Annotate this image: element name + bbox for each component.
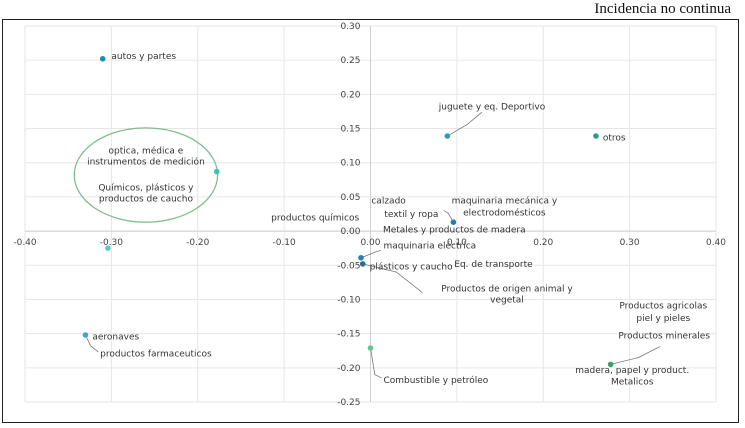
data-point-juguete: [444, 133, 451, 139]
leader-line-juguete: [447, 111, 483, 137]
leader-line-maq-elec: [360, 249, 381, 259]
y-tick-label: 0.05: [340, 193, 360, 203]
x-tick-label: 0.40: [706, 238, 726, 248]
x-tick-label: -0.40: [13, 238, 37, 248]
leader-line-farmaceuticos: [85, 334, 99, 353]
point-label-agricolas-1: Productos agricolas: [619, 302, 707, 312]
point-label-eq-transporte: Eq. de transporte: [454, 260, 533, 270]
leader-line-plasticos: [362, 263, 423, 293]
data-point-metales-calzado: [450, 219, 457, 226]
data-point-plasticos-caucho: [359, 261, 366, 267]
data-point-quimicos-optica: [213, 168, 220, 175]
x-tick-label: -0.20: [186, 238, 210, 248]
point-label-maq-mec-1: maquinaria mecánica y: [452, 196, 558, 206]
data-point-combustible: [367, 345, 374, 351]
point-label-agricolas-2: piel y pieles: [636, 314, 690, 324]
point-label-metales: Metales y productos de madera: [383, 226, 526, 236]
x-tick-label: -0.10: [272, 238, 296, 248]
y-tick-label: -0.25: [337, 398, 360, 408]
x-tick-label: 0.20: [533, 238, 553, 248]
point-label-plasticos: plásticos y caucho: [370, 263, 453, 273]
point-label-quimicos-2: productos de caucho: [99, 194, 194, 204]
leader-line-combustible: [370, 347, 382, 379]
data-points: [82, 56, 614, 368]
point-label-quimicos-1: Químicos, plásticos y: [98, 183, 194, 193]
y-tick-label: -0.05: [337, 261, 360, 271]
point-label-maq-mec-2: electrodomésticos: [463, 208, 546, 219]
point-label-prod-animal-2: vegetal: [490, 295, 524, 305]
x-tick-label: 0.10: [447, 238, 467, 248]
point-label-aeronaves: aeronaves: [92, 332, 139, 342]
y-tick-label: 0.25: [340, 56, 360, 66]
data-point-maquinaria-electrica: [358, 254, 364, 261]
point-label-farmaceuticos: productos farmaceuticos: [100, 349, 212, 359]
tick-labels: -0.40 -0.30 -0.20 -0.10 0.00 0.10 0.20 0.30 0.40…: [13, 22, 726, 408]
point-label-autos: autos y partes: [111, 52, 176, 62]
y-tick-label: -0.20: [337, 364, 361, 374]
point-label-combustible: Combustible y petróleo: [383, 375, 488, 386]
point-label-optica-1: optica, médica e: [109, 145, 184, 156]
highlight-ellipse-layer: [73, 127, 219, 223]
y-tick-label: 0.00: [340, 227, 360, 237]
point-label-juguete: juguete y eq. Deportivo: [438, 103, 546, 113]
point-label-calzado: calzado: [371, 196, 406, 206]
x-tick-label: 0.00: [360, 238, 380, 248]
point-label-madera-1: madera, papel y product.: [575, 366, 689, 376]
point-label-otros: otros: [603, 133, 626, 143]
point-label-minerales: Productos minerales: [618, 332, 710, 342]
data-point-otros: [593, 133, 599, 139]
x-tick-label: -0.30: [100, 238, 124, 248]
y-tick-label: 0.30: [340, 22, 360, 32]
y-tick-label: -0.15: [337, 330, 360, 340]
point-label-prod-animal-1: Productos de origen animal y: [441, 285, 573, 295]
data-point-autos-y-partes: [99, 56, 106, 62]
leader-line-minerales: [610, 346, 661, 365]
leader-lines: [85, 111, 661, 379]
point-label-optica-2: instrumentos de medición: [87, 156, 205, 167]
axis-layer: [25, 26, 716, 402]
y-tick-label: 0.20: [340, 90, 360, 100]
data-point-aeronaves: [82, 332, 89, 338]
point-label-textil: textil y ropa: [384, 210, 438, 220]
x-tick-label: 0.30: [620, 238, 640, 248]
y-tick-label: -0.10: [337, 295, 361, 305]
point-label-maq-elec: maquinaria eléctrica: [383, 240, 476, 251]
y-tick-label: 0.10: [340, 159, 360, 169]
highlight-ellipse: [73, 127, 219, 223]
chart-corner-title: Incidencia no continua: [594, 1, 731, 17]
data-point-madera: [607, 361, 614, 368]
point-label-prod-quimicos: productos químicos: [271, 213, 359, 223]
point-labels: autos y partes optica, médica einstrument…: [87, 52, 710, 387]
y-tick-label: 0.15: [340, 125, 360, 135]
point-label-madera-2: Metalicos: [611, 377, 654, 387]
data-point-productos-farmaceuticos: [105, 245, 111, 251]
leader-line-metales: [443, 210, 454, 223]
